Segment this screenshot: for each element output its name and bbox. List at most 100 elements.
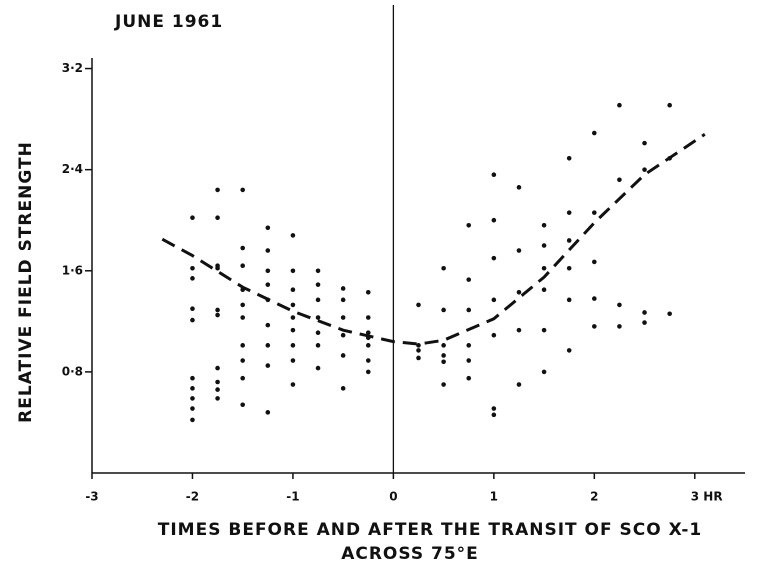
data-point <box>466 343 472 348</box>
x-tick-label: 3 HR <box>691 490 723 504</box>
data-point <box>541 369 547 375</box>
data-point <box>667 311 672 317</box>
data-point <box>516 382 522 387</box>
data-point <box>240 245 245 251</box>
data-point <box>566 348 572 353</box>
x-tick-label: -3 <box>85 490 98 504</box>
data-point <box>516 248 522 253</box>
x-tick-label: 0 <box>389 490 397 504</box>
data-point <box>416 343 421 348</box>
data-point <box>190 386 195 391</box>
data-point <box>265 248 271 253</box>
data-point <box>215 215 220 220</box>
data-point <box>617 302 622 308</box>
data-point <box>215 265 220 271</box>
data-point <box>240 315 245 320</box>
data-point <box>365 315 371 320</box>
data-point <box>541 222 547 228</box>
data-point <box>592 324 597 329</box>
data-point <box>290 315 296 320</box>
data-point <box>265 268 271 274</box>
data-point <box>190 406 195 411</box>
data-point <box>190 317 195 323</box>
data-point <box>566 210 572 215</box>
data-point <box>491 172 497 178</box>
data-point <box>642 320 647 325</box>
data-point <box>466 307 472 313</box>
data-point <box>340 332 346 338</box>
data-point <box>416 355 421 361</box>
data-point <box>441 359 446 365</box>
data-point <box>617 102 622 108</box>
data-point <box>491 217 497 223</box>
data-point <box>240 375 245 381</box>
data-point <box>441 343 446 348</box>
data-point <box>566 155 572 161</box>
data-point <box>566 238 572 243</box>
x-tick-label: 1 <box>490 490 498 504</box>
x-tick-label: -2 <box>186 490 199 504</box>
data-point <box>315 365 321 371</box>
data-point <box>315 330 321 336</box>
data-point <box>441 265 446 271</box>
data-point <box>215 312 220 318</box>
data-point <box>190 417 195 423</box>
data-point <box>215 396 220 401</box>
data-point <box>642 140 647 146</box>
data-point <box>290 343 296 348</box>
data-point <box>491 297 497 303</box>
data-point <box>441 307 446 313</box>
data-point <box>491 412 497 418</box>
data-point <box>340 286 346 291</box>
data-point <box>441 353 446 358</box>
data-point <box>541 243 547 248</box>
data-point <box>215 307 220 313</box>
data-point <box>240 402 245 408</box>
data-point <box>315 297 321 303</box>
x-tick-label: -1 <box>286 490 299 504</box>
y-tick-label: 3·2 <box>62 61 83 75</box>
data-point <box>491 332 497 338</box>
trend-line <box>161 133 706 346</box>
data-point <box>617 177 622 183</box>
data-point <box>315 343 321 348</box>
data-point <box>642 167 647 172</box>
data-point <box>491 255 497 261</box>
data-point <box>441 382 446 387</box>
data-point <box>592 296 597 301</box>
data-point <box>466 358 472 363</box>
y-tick-label: 0·8 <box>62 364 83 378</box>
data-point <box>365 343 371 348</box>
data-point <box>340 386 346 391</box>
data-point <box>315 315 321 320</box>
data-point <box>566 265 572 271</box>
data-point <box>516 289 522 295</box>
x-axis-label: TIMES BEFORE AND AFTER THE TRANSIT OF SC… <box>158 520 702 540</box>
data-point <box>190 276 195 281</box>
data-point <box>541 287 547 293</box>
data-point <box>541 327 547 333</box>
data-point <box>215 379 220 385</box>
x-axis-label: ACROSS 75°E <box>341 544 479 564</box>
data-point <box>290 287 296 293</box>
data-point <box>290 268 296 274</box>
data-point <box>365 358 371 363</box>
data-point <box>265 343 271 348</box>
data-point <box>365 289 371 295</box>
data-point <box>642 310 647 315</box>
data-point <box>215 387 220 392</box>
data-point <box>592 130 597 136</box>
data-point <box>290 233 296 238</box>
chart-title: JUNE 1961 <box>114 12 223 32</box>
data-point <box>190 375 195 381</box>
data-point <box>566 297 572 303</box>
data-point <box>290 358 296 363</box>
data-point <box>516 185 522 190</box>
data-point <box>240 358 245 363</box>
data-point <box>290 382 296 387</box>
data-point <box>416 302 421 308</box>
data-point <box>667 102 672 108</box>
data-point <box>190 215 195 220</box>
data-point <box>592 210 597 215</box>
